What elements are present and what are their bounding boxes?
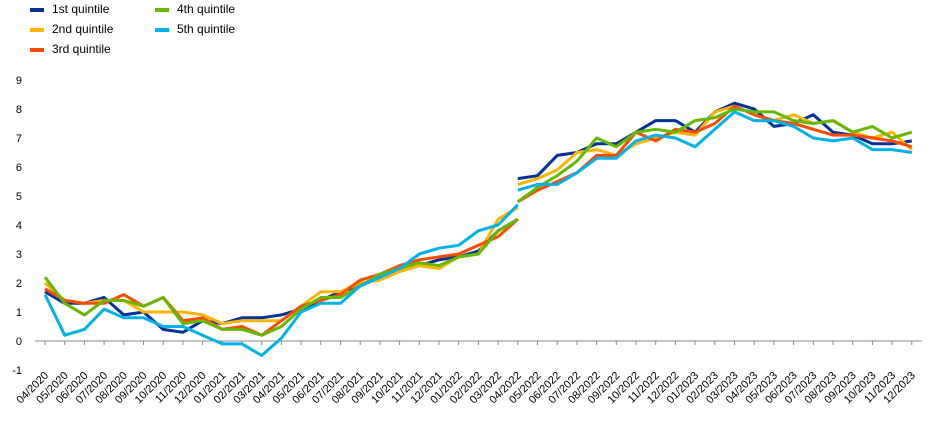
legend-label: 4th quintile xyxy=(177,2,235,16)
legend-label: 1st quintile xyxy=(52,2,110,16)
y-tick-label: 2 xyxy=(16,278,22,290)
series-line xyxy=(44,218,519,337)
legend-label: 5th quintile xyxy=(177,22,235,36)
y-tick-label: -1 xyxy=(12,365,22,377)
y-tick-label: 5 xyxy=(16,191,22,203)
series-line xyxy=(43,203,519,357)
series-line xyxy=(516,107,913,204)
y-tick-label: 8 xyxy=(16,104,22,116)
series-line xyxy=(517,110,913,192)
y-tick-label: 3 xyxy=(16,249,22,261)
legend-label: 3rd quintile xyxy=(52,42,111,56)
legend-label: 2nd quintile xyxy=(52,22,114,36)
y-tick-label: 1 xyxy=(16,307,22,319)
y-tick-label: 9 xyxy=(16,75,22,87)
series-line xyxy=(43,217,519,337)
y-tick-label: 0 xyxy=(16,336,22,348)
y-tick-label: 4 xyxy=(16,220,22,232)
y-tick-label: 6 xyxy=(16,162,22,174)
series-line xyxy=(517,101,913,181)
y-tick-label: 7 xyxy=(16,133,22,145)
series-line xyxy=(44,217,519,334)
